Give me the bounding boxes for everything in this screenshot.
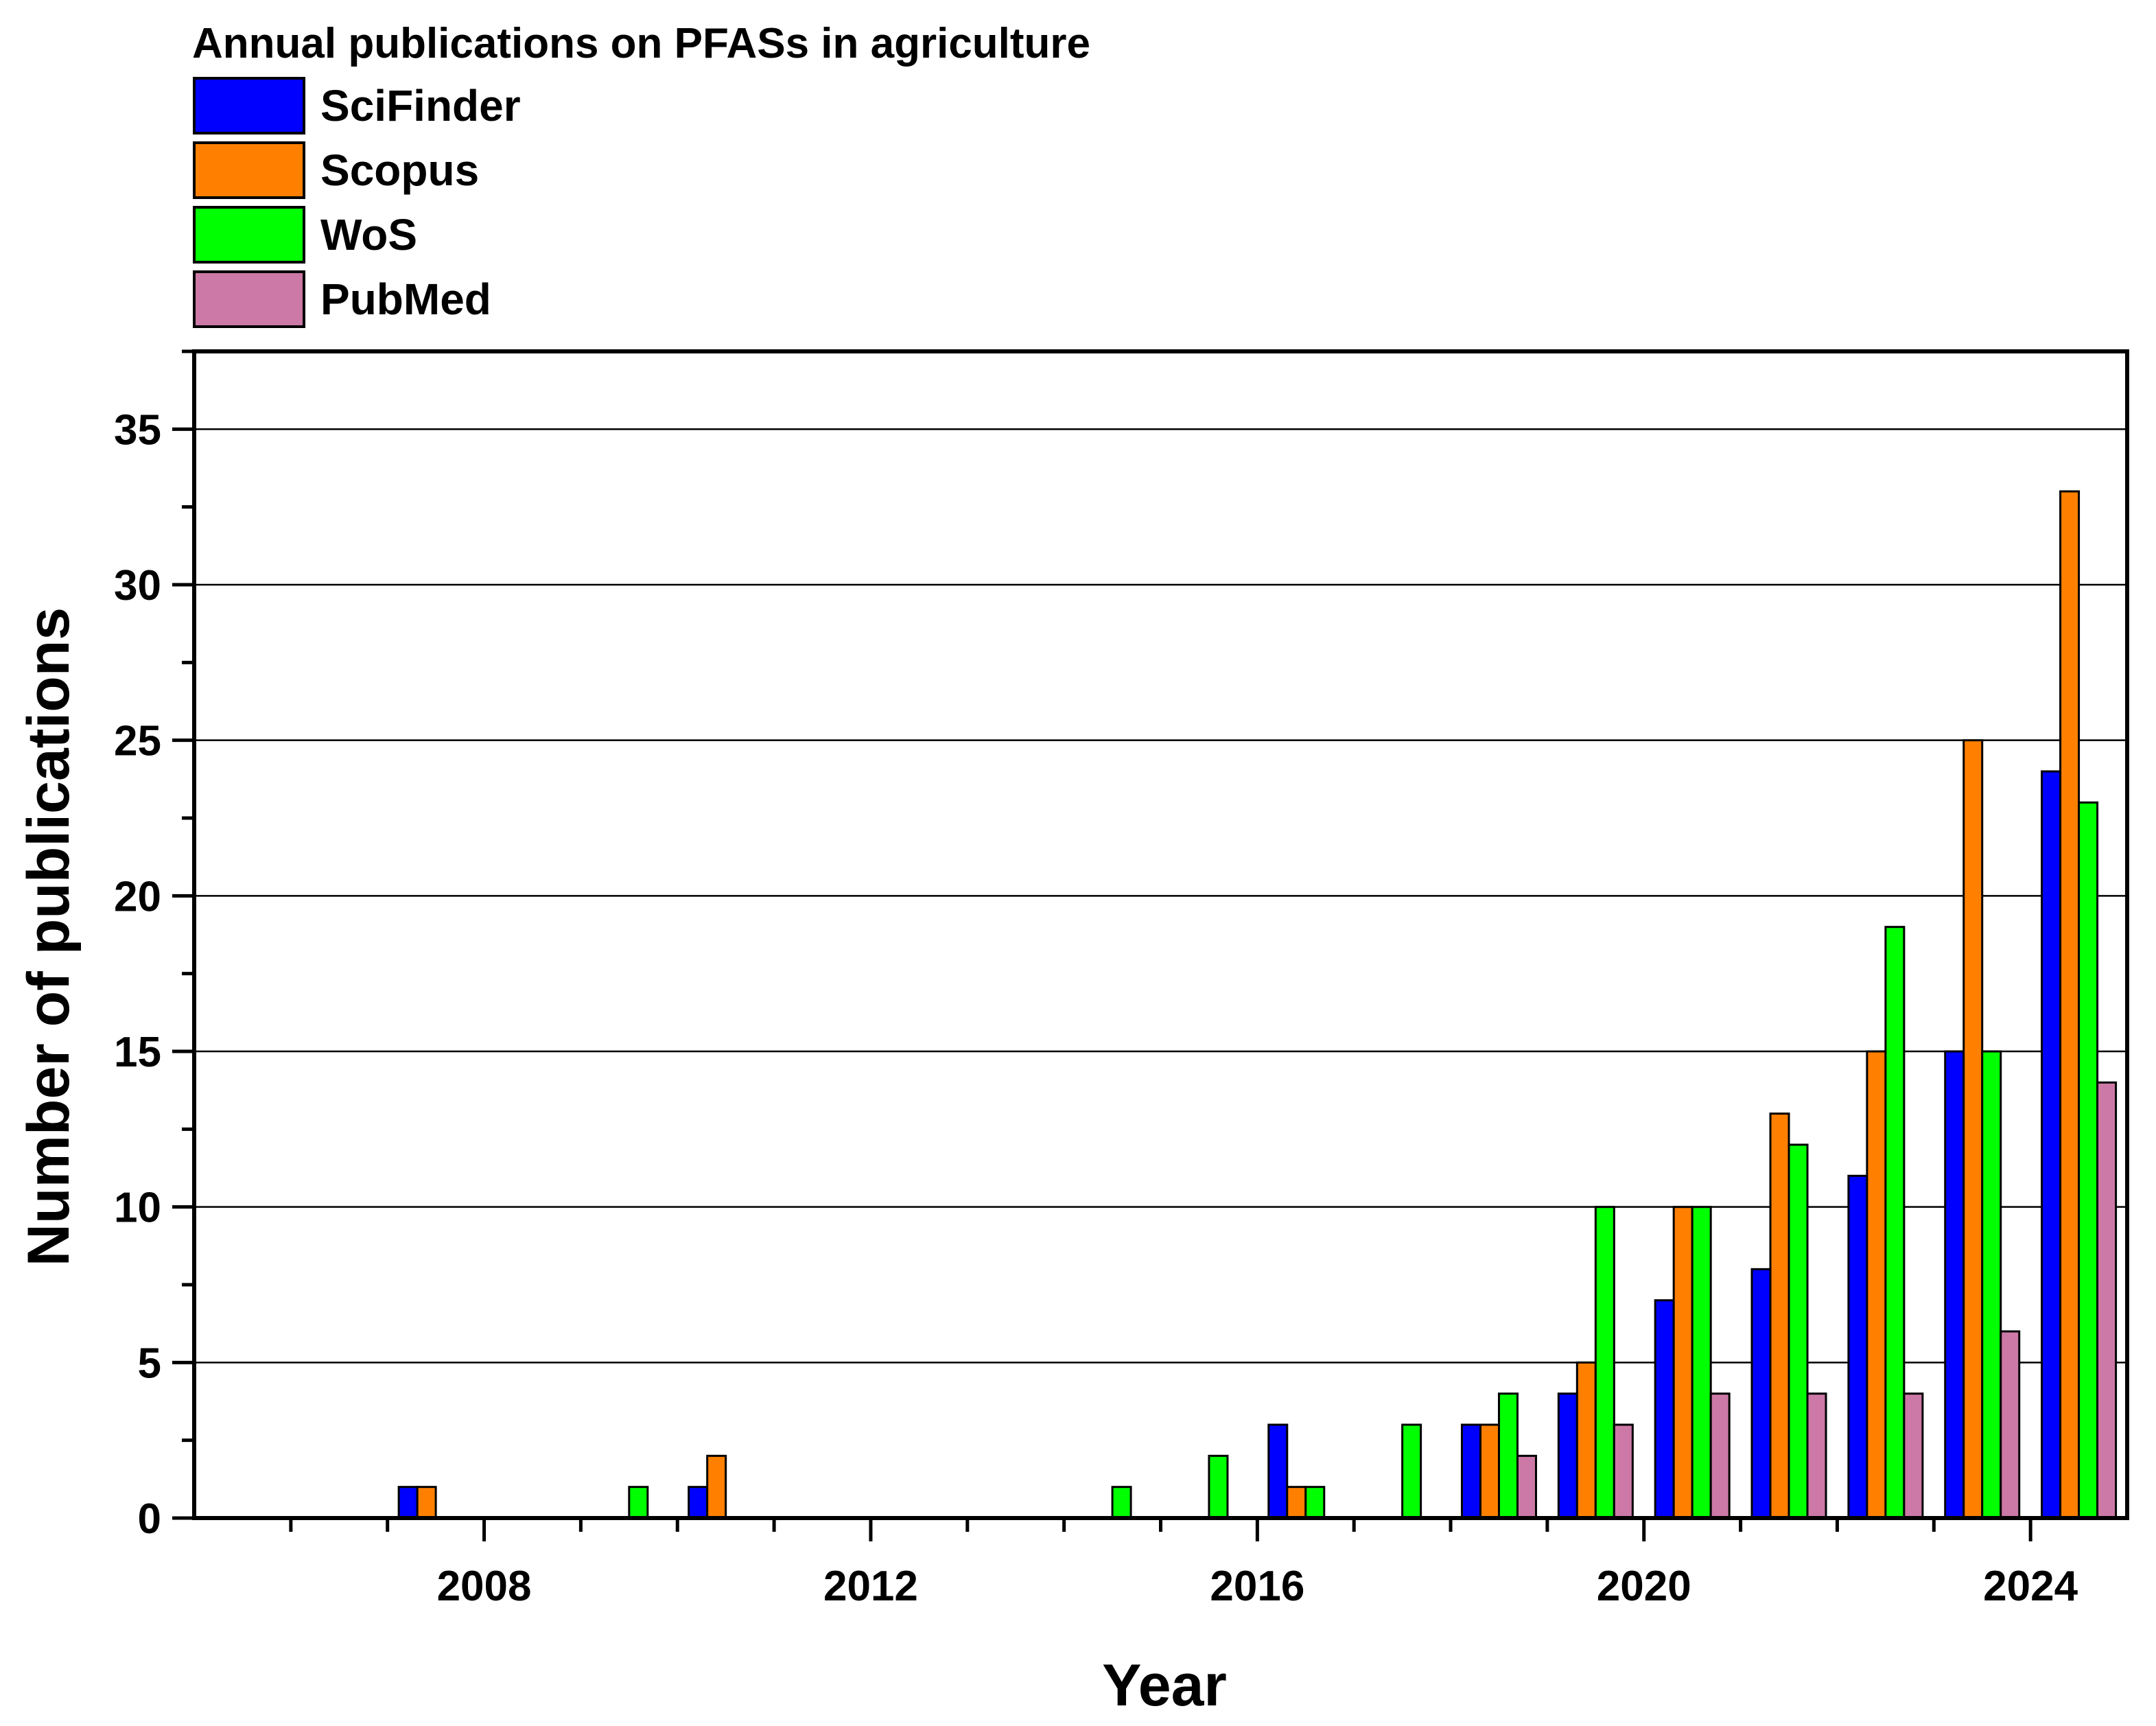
- plot-frame: [192, 349, 2129, 1520]
- chart-title: Annual publications on PFASs in agricult…: [192, 20, 1090, 67]
- bar-pubmed-2022: [1903, 1392, 1924, 1519]
- y-tick-label-15: 15: [114, 1029, 161, 1076]
- legend-label-wos: WoS: [320, 210, 417, 259]
- bar-wos-2019: [1594, 1206, 1615, 1519]
- bar-scifinder-2018: [1460, 1423, 1481, 1519]
- legend-swatch-scifinder: [193, 77, 305, 135]
- y-tick-label-0: 0: [138, 1495, 161, 1543]
- y-axis-title: Number of publications: [16, 607, 82, 1266]
- bar-pubmed-2024: [2096, 1081, 2118, 1519]
- bar-scopus-2024: [2059, 490, 2081, 1519]
- x-tick-label-2024: 2024: [1983, 1563, 2078, 1610]
- y-tick-label-35: 35: [114, 406, 161, 454]
- tick-labels: 2008 2012 2016 2020 2024 0 5 10 15 20 25 30 35: [114, 406, 2078, 1610]
- bar-scifinder-2024: [2041, 770, 2062, 1519]
- bars: [397, 490, 2118, 1519]
- bar-scifinder-2020: [1654, 1299, 1675, 1519]
- bar-wos-2015: [1208, 1454, 1229, 1519]
- bar-wos-2021: [1788, 1143, 1809, 1519]
- bar-pubmed-2018: [1516, 1454, 1537, 1519]
- bar-wos-2018: [1497, 1392, 1519, 1519]
- bar-scifinder-2023: [1944, 1050, 1965, 1519]
- gridlines: [194, 428, 2127, 1364]
- bar-scopus-2007: [416, 1486, 437, 1519]
- bar-scifinder-2022: [1847, 1174, 1868, 1519]
- bar-scifinder-2019: [1557, 1392, 1578, 1519]
- legend-label-pubmed: PubMed: [320, 275, 491, 324]
- x-tick-label-2008: 2008: [437, 1563, 532, 1610]
- bar-scopus-2019: [1575, 1361, 1597, 1519]
- bar-wos-2022: [1884, 926, 1906, 1519]
- legend-swatch-pubmed: [193, 270, 305, 328]
- axes: [172, 349, 2129, 1541]
- y-tick-label-30: 30: [114, 562, 161, 609]
- bar-scifinder-2010: [688, 1486, 709, 1519]
- legend-label-scopus: Scopus: [320, 145, 479, 195]
- bar-wos-2016: [1304, 1486, 1326, 1519]
- legend-swatch-wos: [193, 206, 305, 264]
- bar-wos-2020: [1691, 1206, 1712, 1519]
- bar-scopus-2022: [1866, 1050, 1887, 1519]
- y-tick-label-5: 5: [138, 1340, 161, 1387]
- y-tick-label-25: 25: [114, 718, 161, 765]
- bar-scopus-2010: [706, 1454, 727, 1519]
- bar-scifinder-2021: [1750, 1268, 1772, 1519]
- y-tick-label-20: 20: [114, 873, 161, 920]
- bar-scopus-2018: [1479, 1423, 1500, 1519]
- bar-pubmed-2019: [1613, 1423, 1634, 1519]
- legend-swatch-scopus: [193, 141, 305, 199]
- bar-wos-2024: [2078, 801, 2099, 1519]
- y-tick-label-10: 10: [114, 1185, 161, 1232]
- bar-wos-2017: [1401, 1423, 1422, 1519]
- legend-label-scifinder: SciFinder: [320, 81, 521, 130]
- x-axis-title: Year: [1102, 1653, 1227, 1718]
- bar-wos-2014: [1111, 1486, 1132, 1519]
- x-tick-label-2016: 2016: [1210, 1563, 1304, 1610]
- legend: SciFinder Scopus WoS PubMed: [193, 77, 521, 328]
- bar-wos-2023: [1981, 1050, 2002, 1519]
- bar-pubmed-2020: [1709, 1392, 1731, 1519]
- bar-pubmed-2023: [2000, 1330, 2021, 1519]
- bar-wos-2009: [628, 1486, 649, 1519]
- bar-scopus-2023: [1962, 739, 1984, 1519]
- bar-scopus-2021: [1769, 1112, 1790, 1519]
- bar-pubmed-2021: [1806, 1392, 1827, 1519]
- bar-scifinder-2016: [1267, 1423, 1289, 1519]
- bar-scopus-2020: [1672, 1206, 1694, 1519]
- bar-scifinder-2007: [397, 1486, 419, 1519]
- x-tick-label-2020: 2020: [1597, 1563, 1691, 1610]
- x-tick-label-2012: 2012: [823, 1563, 918, 1610]
- bar-scopus-2016: [1286, 1486, 1307, 1519]
